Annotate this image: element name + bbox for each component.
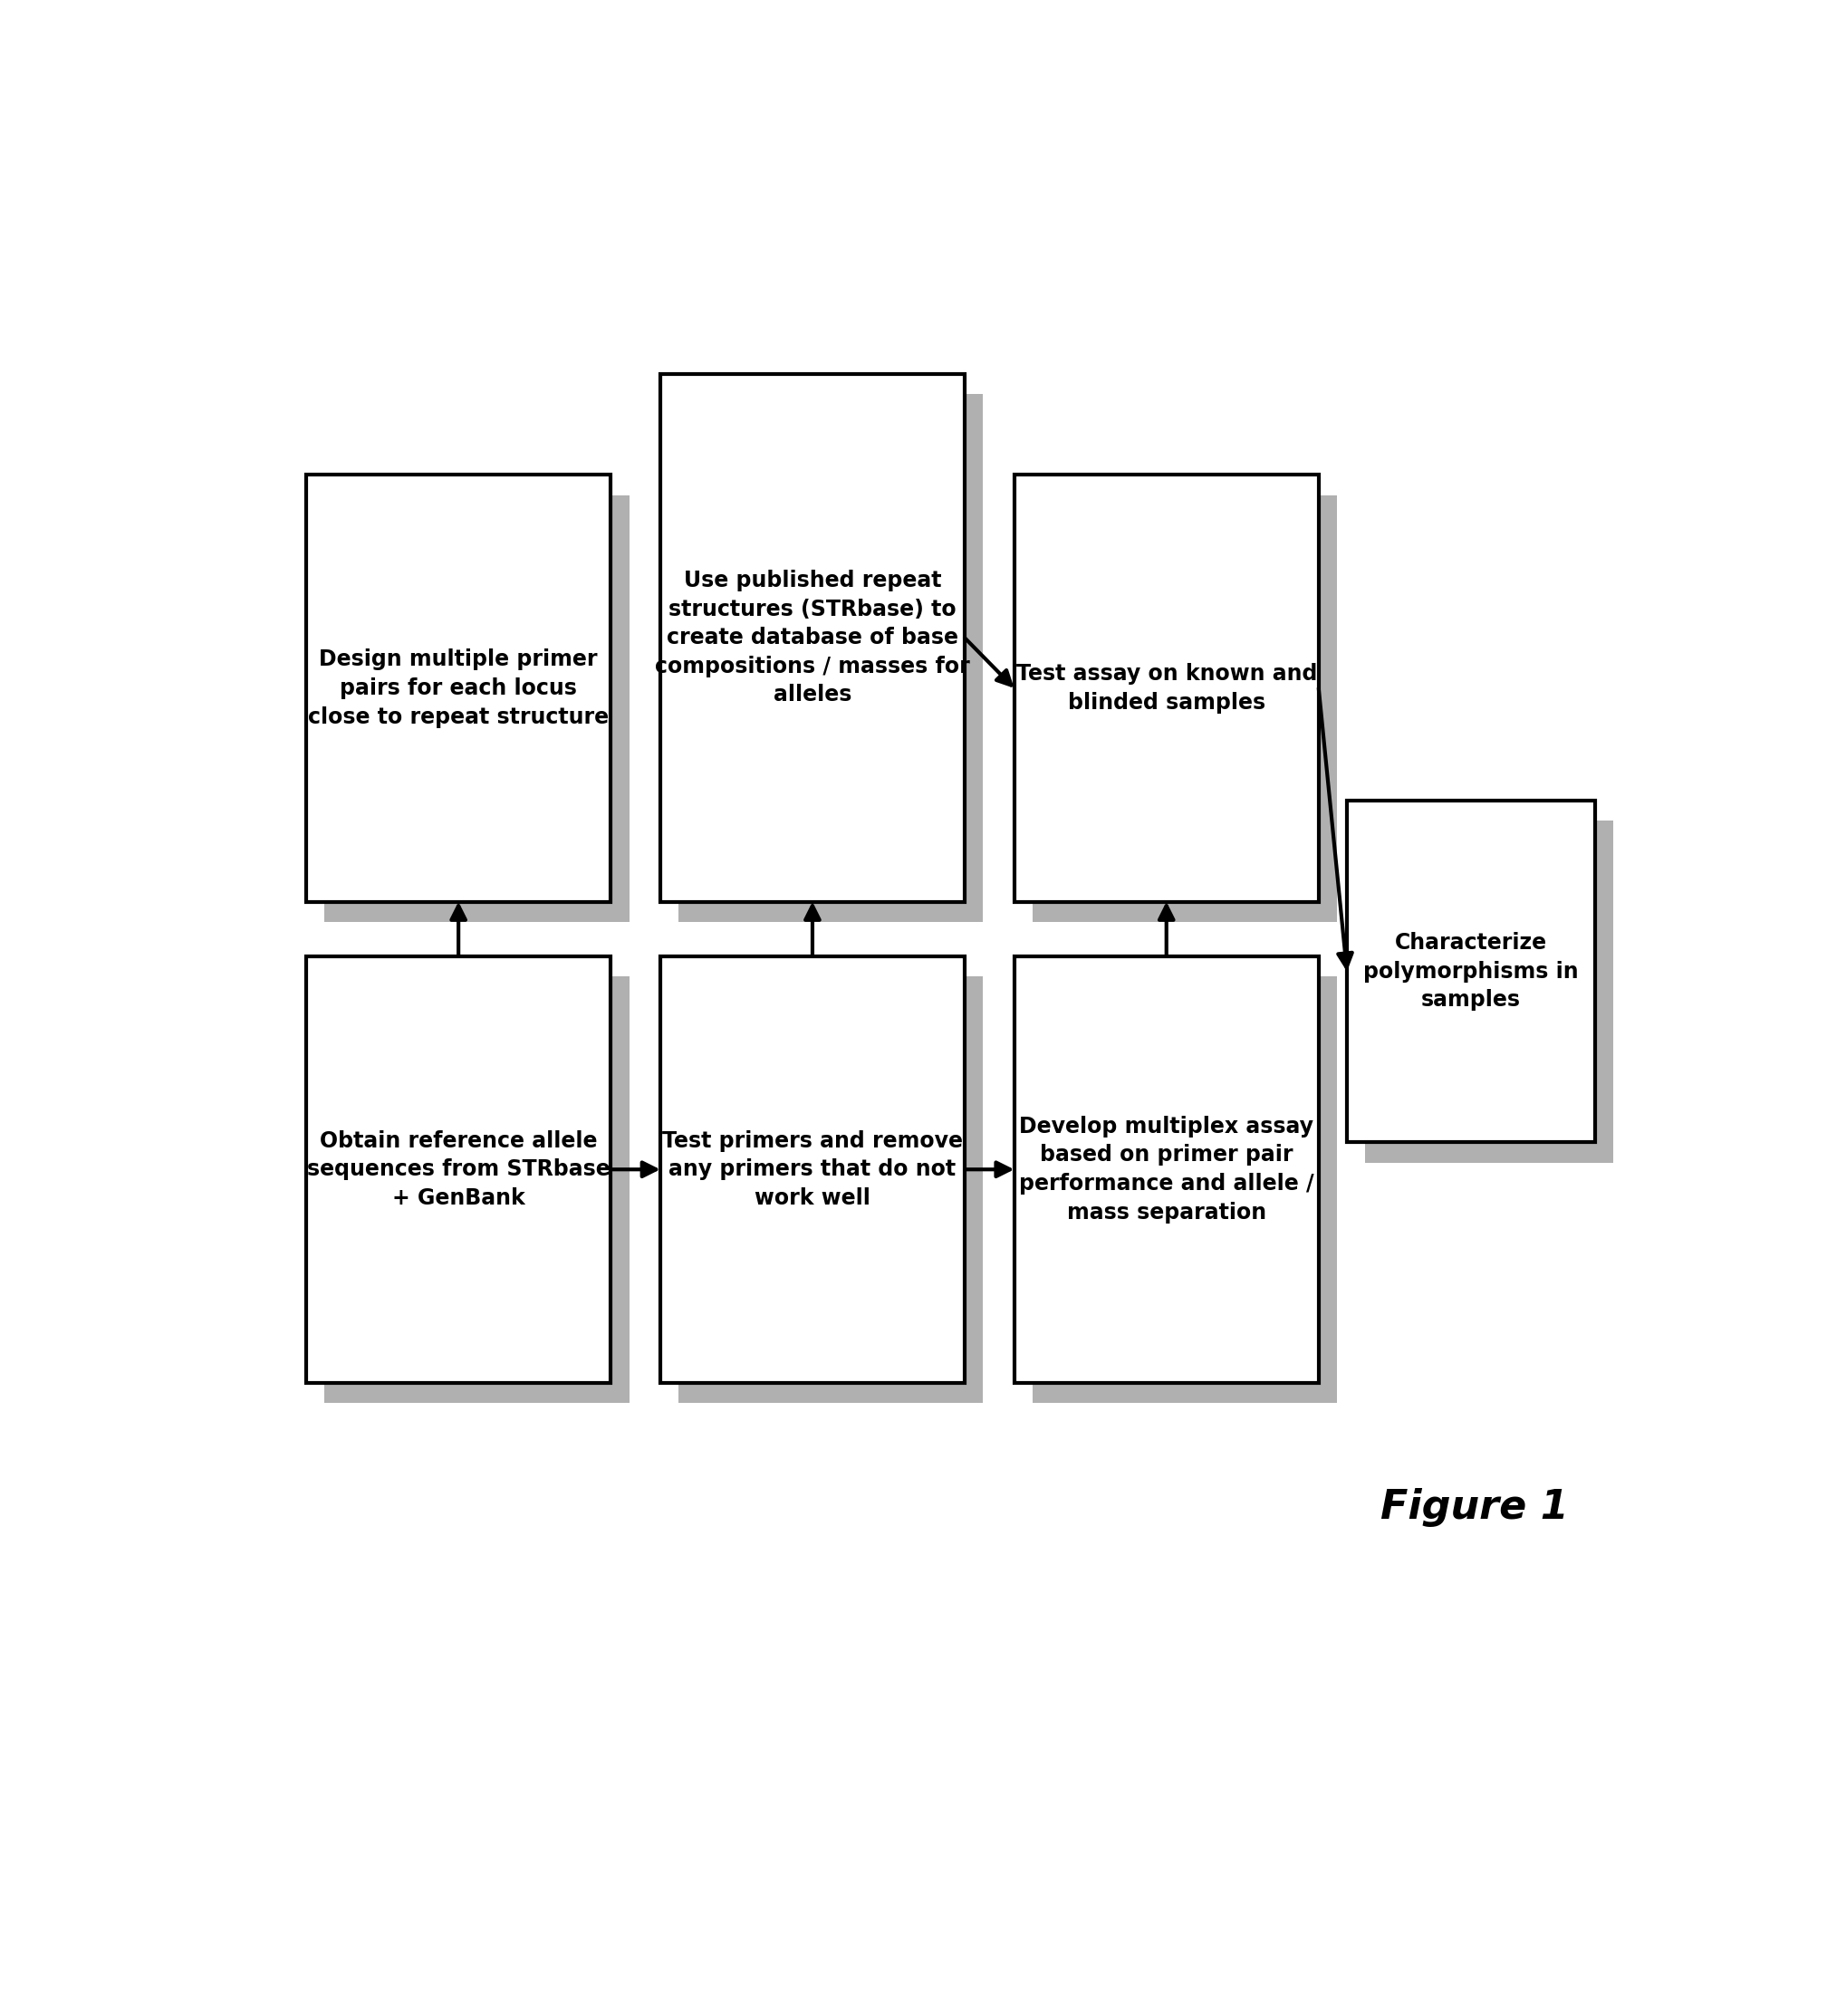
Text: Use published repeat
structures (STRbase) to
create database of base
composition: Use published repeat structures (STRbase… xyxy=(654,571,970,706)
Bar xyxy=(1365,821,1613,1163)
Bar xyxy=(1014,956,1319,1383)
Bar xyxy=(660,956,965,1383)
Bar xyxy=(325,976,628,1403)
Bar xyxy=(678,393,983,921)
Bar xyxy=(1014,474,1319,901)
Text: Develop multiplex assay
based on primer pair
performance and allele /
mass separ: Develop multiplex assay based on primer … xyxy=(1019,1115,1314,1224)
Text: Figure 1: Figure 1 xyxy=(1381,1488,1568,1526)
Text: Test assay on known and
blinded samples: Test assay on known and blinded samples xyxy=(1016,663,1317,714)
Bar xyxy=(660,373,965,901)
Bar xyxy=(1032,976,1337,1403)
Bar xyxy=(678,976,983,1403)
Bar xyxy=(307,956,610,1383)
Text: Characterize
polymorphisms in
samples: Characterize polymorphisms in samples xyxy=(1363,931,1579,1010)
Bar xyxy=(1032,496,1337,921)
Text: Obtain reference allele
sequences from STRbase
+ GenBank: Obtain reference allele sequences from S… xyxy=(307,1129,610,1210)
Text: Test primers and remove
any primers that do not
work well: Test primers and remove any primers that… xyxy=(661,1129,963,1210)
Bar xyxy=(325,496,628,921)
Bar xyxy=(1346,800,1595,1143)
Text: Design multiple primer
pairs for each locus
close to repeat structure: Design multiple primer pairs for each lo… xyxy=(309,649,608,728)
Bar xyxy=(307,474,610,901)
